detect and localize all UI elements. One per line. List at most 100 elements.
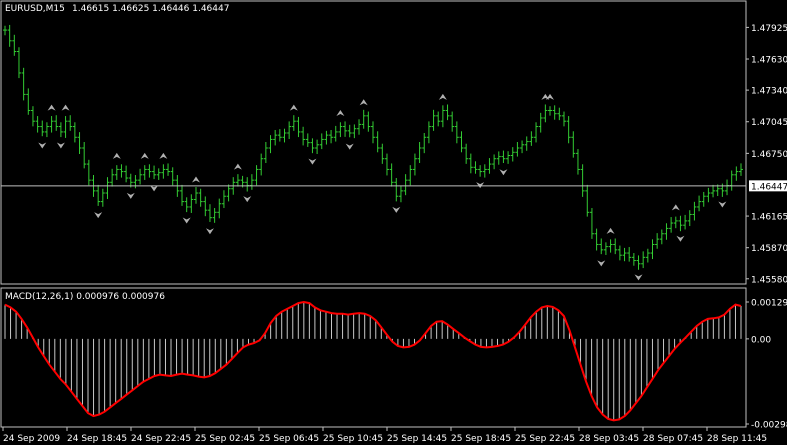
ohlc-bar [603,242,608,255]
ohlc-bars [3,24,743,270]
ohlc-bar [543,104,548,123]
ohlc-bar [641,251,646,269]
ohlc-bar [268,135,273,154]
ohlc-bar [16,47,21,79]
fractal-up-icon [359,99,368,106]
fractal-down-icon [56,142,65,149]
fractal-down-icon [94,212,103,219]
time-tick-label: 28 Sep 03:45 [579,434,639,444]
ohlc-bar [631,253,636,266]
ohlc-bar [44,122,49,138]
ohlc-bar [3,25,7,36]
ohlc-bar [589,208,594,239]
ohlc-bar [21,67,26,101]
fractal-down-icon [182,217,191,224]
ohlc-bar [464,143,469,164]
ohlc-bar [692,201,697,221]
ohlc-bar [235,174,240,187]
ohlc-bar [510,147,515,162]
ohlc-bar [650,239,655,260]
ohlc-bar [166,163,171,176]
fractal-down-icon [476,182,485,189]
ohlc-bar [669,217,674,233]
fractal-up-icon [606,227,615,234]
symbol-header: EURUSD,M15 [5,4,65,14]
fractal-down-icon [597,260,606,267]
ohlc-bar [63,116,68,138]
price-tick-label: 1.47340 [751,87,787,97]
ohlc-bar [622,247,627,262]
fractal-up-icon [61,104,70,111]
fractal-up-icon [159,152,168,159]
ohlc-bar [659,229,664,245]
ohlc-bar [655,233,660,249]
fractal-up-icon [47,104,56,111]
ohlc-bar [594,228,599,251]
ohlc-bar [119,164,124,178]
macd-label: MACD(12,26,1) 0.000976 0.000976 [5,292,165,302]
fractal-down-icon [150,185,159,192]
ohlc-bar [450,111,455,132]
ohlc-bar [431,109,436,131]
ohlc-bar [664,223,669,240]
macd-histogram [4,302,742,421]
ohlc-bar [492,154,497,170]
ohlc-bar [515,141,520,157]
ohlc-bar [645,248,650,263]
macd-tick-label: -0.00298 [751,421,787,431]
ohlc-bar [371,121,375,144]
ohlc-bar [282,128,287,143]
ohlc-bar [473,161,478,174]
fractal-up-icon [112,152,121,159]
ohlc-bar [478,165,483,177]
ohlc-bar [361,109,366,129]
time-tick-label: 25 Sep 14:45 [387,434,447,444]
fractal-down-icon [676,235,685,242]
current-price-label: 1.46447 [751,182,787,192]
time-tick-label: 24 Sep 2009 [3,434,60,444]
ohlc-bar [687,210,692,227]
ohlc-bar [412,153,417,176]
ohlc-bar [198,188,203,207]
ohlc-bar [207,204,212,222]
ohlc-bar [82,141,87,169]
time-tick-label: 25 Sep 10:45 [323,434,383,444]
ohlc-bar [529,131,534,146]
price-tick-label: 1.47925 [751,24,787,34]
ohlc-bar [575,149,580,175]
ohlc-bar [520,140,525,154]
price-tick-label: 1.45580 [751,275,787,285]
ohlc-bar [142,165,147,180]
fractal-up-icon [546,93,555,100]
ohlc-bar [138,168,143,185]
fractal-down-icon [308,158,317,165]
ohlc-bar [454,121,459,144]
ohlc-bar [147,164,152,178]
ohlc-bar [35,116,40,133]
ohlc-bar [408,165,413,186]
price-tick-label: 1.46750 [751,150,787,160]
ohlc-bar [673,216,678,229]
ohlc-bar [296,116,301,138]
ohlc-bar [571,131,576,158]
ohlc-bar [40,120,45,137]
ohlc-bar [599,238,604,255]
ohlc-bar [189,194,194,213]
ohlc-bar [277,129,282,142]
ohlc-bar [58,122,63,138]
fractal-up-icon [140,152,149,159]
ohlc-bar [217,198,222,219]
ohlc-bar [445,104,450,121]
price-tick-label: 1.47630 [751,56,787,66]
ohlc-bar [417,141,422,164]
ohlc-bar [403,174,408,196]
time-tick-label: 28 Sep 07:45 [643,434,703,444]
ohlc-bar [310,138,315,154]
ohlc-bar [436,111,441,127]
ohlc-bar [54,115,59,131]
ohlc-bar [548,106,553,116]
fractal-down-icon [634,274,643,281]
ohlc-bar [161,164,166,179]
ohlc-bar [347,124,352,138]
